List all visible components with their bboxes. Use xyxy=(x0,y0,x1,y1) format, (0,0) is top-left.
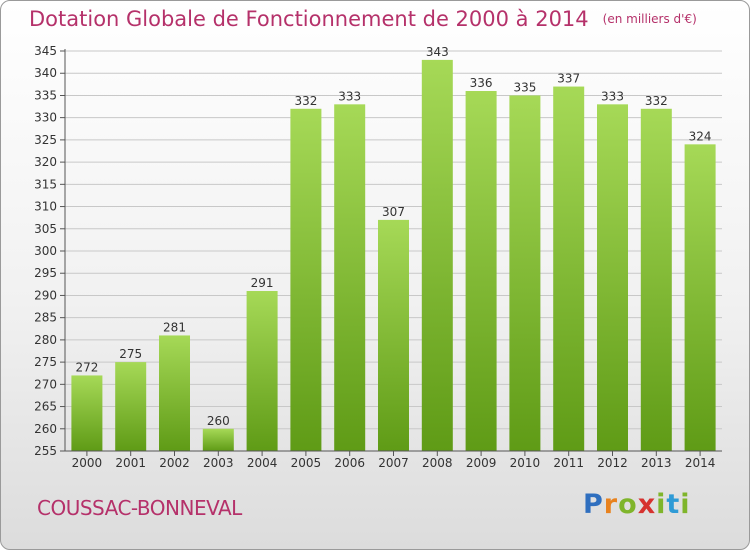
data-label-2000: 272 xyxy=(75,360,98,374)
bar-2004 xyxy=(246,291,278,451)
x-tick-label-2007: 2007 xyxy=(378,456,409,470)
y-tick-label: 345 xyxy=(34,44,57,58)
bar-2009 xyxy=(465,91,497,451)
bar-2000 xyxy=(71,375,103,451)
chart-title-text: Dotation Globale de Fonctionnement de 20… xyxy=(29,7,589,31)
data-label-2002: 281 xyxy=(163,320,186,334)
y-tick-label: 280 xyxy=(34,333,57,347)
x-tick-label-2005: 2005 xyxy=(291,456,322,470)
x-tick-label-2008: 2008 xyxy=(422,456,453,470)
data-label-2008: 343 xyxy=(426,45,449,59)
chart-title: Dotation Globale de Fonctionnement de 20… xyxy=(29,7,697,31)
x-tick-label-2004: 2004 xyxy=(247,456,278,470)
data-label-2010: 335 xyxy=(513,80,536,94)
bar-2008 xyxy=(421,59,453,452)
logo-letter: x xyxy=(637,489,657,520)
data-label-2005: 332 xyxy=(294,94,317,108)
data-label-2007: 307 xyxy=(382,205,405,219)
bar-2013 xyxy=(640,108,672,452)
data-label-2012: 333 xyxy=(601,89,624,103)
logo-letter: t xyxy=(666,489,681,520)
bar-2002 xyxy=(159,335,190,451)
data-label-2006: 333 xyxy=(338,89,361,103)
chart-unit: (en milliers d'€) xyxy=(602,12,697,26)
x-tick-label-2011: 2011 xyxy=(553,456,584,470)
axes: 255 260 265 270 275 280 285 290 295 300 305 310 315 3… xyxy=(34,44,722,470)
data-label-2003: 260 xyxy=(207,414,230,428)
bar-2006 xyxy=(334,104,366,451)
y-tick-label: 270 xyxy=(34,377,57,391)
bar-2010 xyxy=(509,95,541,451)
data-label-2014: 324 xyxy=(689,129,712,143)
y-tick-label: 310 xyxy=(34,200,57,214)
x-tick-label-2002: 2002 xyxy=(159,456,190,470)
bar-2001 xyxy=(115,362,147,451)
y-tick-label: 255 xyxy=(34,444,57,458)
data-label-2004: 291 xyxy=(251,276,274,290)
x-tick-label-2010: 2010 xyxy=(510,456,541,470)
y-tick-label: 260 xyxy=(34,422,57,436)
proxiti-logo: Proxiti xyxy=(583,489,691,520)
y-tick-label: 305 xyxy=(34,222,57,236)
logo-letter: i xyxy=(680,489,691,520)
logo-letter: P xyxy=(583,489,604,520)
x-tick-label-2014: 2014 xyxy=(685,456,716,470)
x-tick-label-2012: 2012 xyxy=(597,456,628,470)
y-tick-label: 320 xyxy=(34,155,57,169)
y-tick-label: 285 xyxy=(34,311,57,325)
x-tick-label-2001: 2001 xyxy=(115,456,146,470)
bar-2011 xyxy=(553,86,585,452)
bar-2003 xyxy=(202,428,234,451)
bar-2012 xyxy=(597,104,628,451)
bars: 272 275 281 260 291 332 333 307 343 336 335 337 333 3… xyxy=(71,45,716,452)
y-tick-label: 330 xyxy=(34,111,57,125)
y-tick-label: 340 xyxy=(34,66,57,80)
x-tick-label-2006: 2006 xyxy=(334,456,365,470)
y-tick-label: 275 xyxy=(34,355,57,369)
data-label-2009: 336 xyxy=(470,76,493,90)
data-label-2001: 275 xyxy=(119,347,142,361)
logo-letter: o xyxy=(618,489,638,520)
bar-2014 xyxy=(684,144,716,452)
x-tick-label-2003: 2003 xyxy=(203,456,234,470)
bar-2007 xyxy=(378,219,409,451)
y-tick-label: 265 xyxy=(34,400,57,414)
y-tick-label: 325 xyxy=(34,133,57,147)
logo-letter: i xyxy=(656,489,667,520)
x-tick-label-2013: 2013 xyxy=(641,456,672,470)
logo-letter: r xyxy=(603,489,619,520)
y-tick-label: 290 xyxy=(34,288,57,302)
y-tick-label: 300 xyxy=(34,244,57,258)
bar-2005 xyxy=(290,108,322,452)
y-tick-label: 295 xyxy=(34,266,57,280)
commune-name: COUSSAC-BONNEVAL xyxy=(37,496,242,520)
data-label-2011: 337 xyxy=(557,72,580,86)
x-tick-label-2000: 2000 xyxy=(72,456,103,470)
y-tick-label: 315 xyxy=(34,177,57,191)
y-tick-label: 335 xyxy=(34,88,57,102)
data-label-2013: 332 xyxy=(645,94,668,108)
x-tick-label-2009: 2009 xyxy=(466,456,497,470)
